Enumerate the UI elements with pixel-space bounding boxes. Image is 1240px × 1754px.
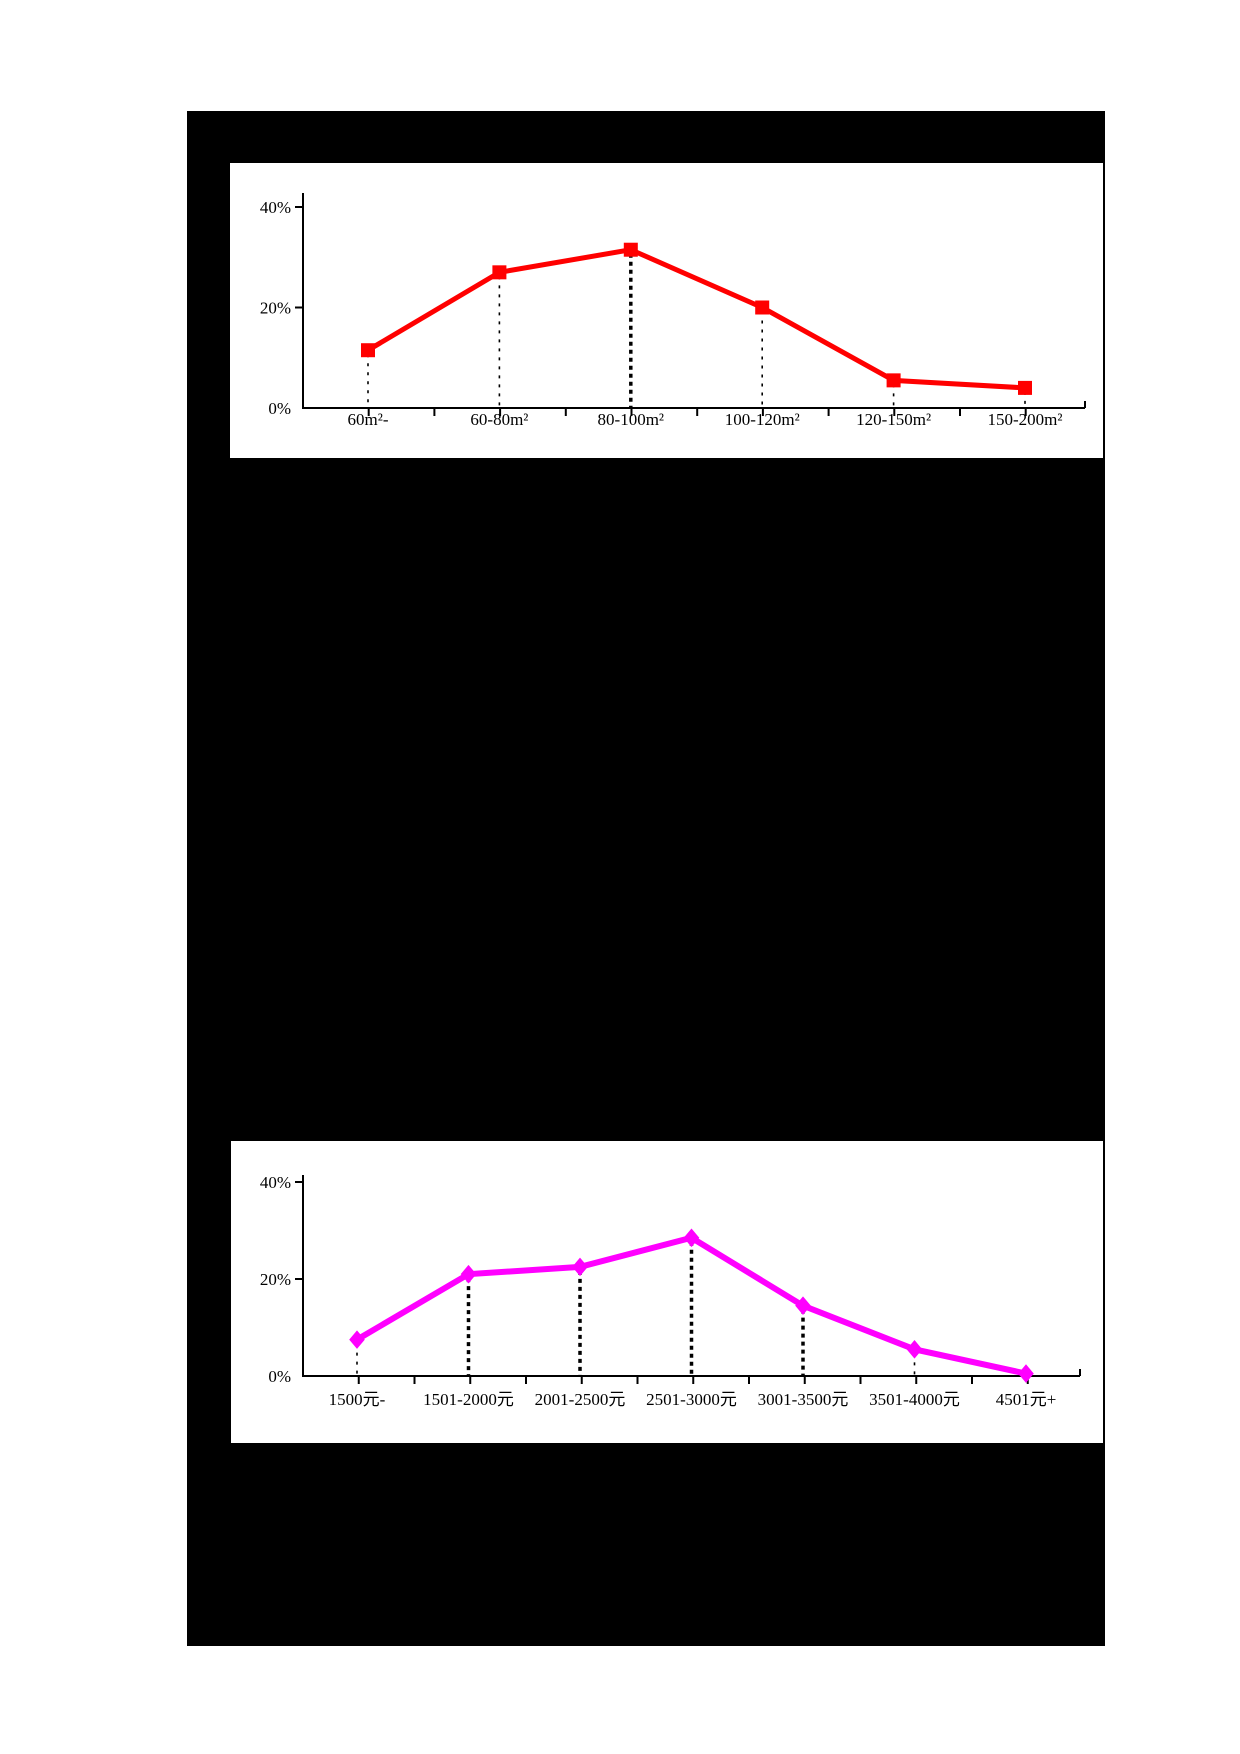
x-axis-label: 4501元+ [996, 1390, 1057, 1409]
diamond-marker [572, 1257, 588, 1277]
y-axis-tick-label: 0% [268, 399, 291, 418]
line-chart: 0% 20% 40% 1500元- 1501-2000元 2001-2500元 2501-3… [260, 1173, 1081, 1409]
area-distribution-chart-panel: 0% 20% 40% 60m²- 60-80m² 80-100m² 100-120m² 120… [230, 163, 1103, 458]
diamond-marker [1018, 1364, 1034, 1383]
x-axis-label: 60m²- [348, 410, 389, 429]
black-content-area: 0% 20% 40% 60m²- 60-80m² 80-100m² 100-120m² 120… [187, 111, 1105, 1646]
diamond-marker [349, 1330, 365, 1349]
price-distribution-chart-panel: 0% 20% 40% 1500元- 1501-2000元 2001-2500元 2501-3… [231, 1141, 1103, 1443]
line-chart: 0% 20% 40% 60m²- 60-80m² 80-100m² 100-120m² 120… [260, 193, 1086, 429]
square-marker [623, 242, 638, 257]
x-axis-label: 3001-3500元 [758, 1390, 849, 1409]
square-marker [755, 300, 770, 315]
diamond-marker [460, 1264, 477, 1284]
y-axis-tick-label: 40% [260, 1173, 291, 1192]
y-axis-tick-label: 0% [268, 1367, 291, 1386]
square-marker [1018, 380, 1032, 395]
y-axis-tick-label: 20% [260, 299, 291, 318]
x-axis-label: 120-150m² [856, 410, 931, 429]
diamond-marker [795, 1296, 811, 1315]
x-axis-label: 1501-2000元 [423, 1390, 514, 1409]
x-axis-label: 150-200m² [988, 410, 1063, 429]
x-axis-label: 80-100m² [598, 410, 664, 429]
square-marker [886, 373, 901, 388]
square-marker [492, 265, 507, 280]
diamond-marker [683, 1228, 700, 1248]
y-axis-tick-label: 20% [260, 1270, 291, 1289]
x-axis-label: 3501-4000元 [869, 1390, 960, 1409]
series-line [366, 247, 1026, 391]
x-axis-label: 60-80m² [470, 410, 528, 429]
y-axis-tick-label: 40% [260, 198, 291, 217]
x-axis-label: 1500元- [329, 1390, 386, 1409]
x-axis-label: 2501-3000元 [646, 1390, 737, 1409]
x-axis-label: 100-120m² [725, 410, 800, 429]
square-marker [361, 343, 375, 358]
x-axis-label: 2001-2500元 [535, 1390, 626, 1409]
diamond-marker [906, 1340, 923, 1359]
